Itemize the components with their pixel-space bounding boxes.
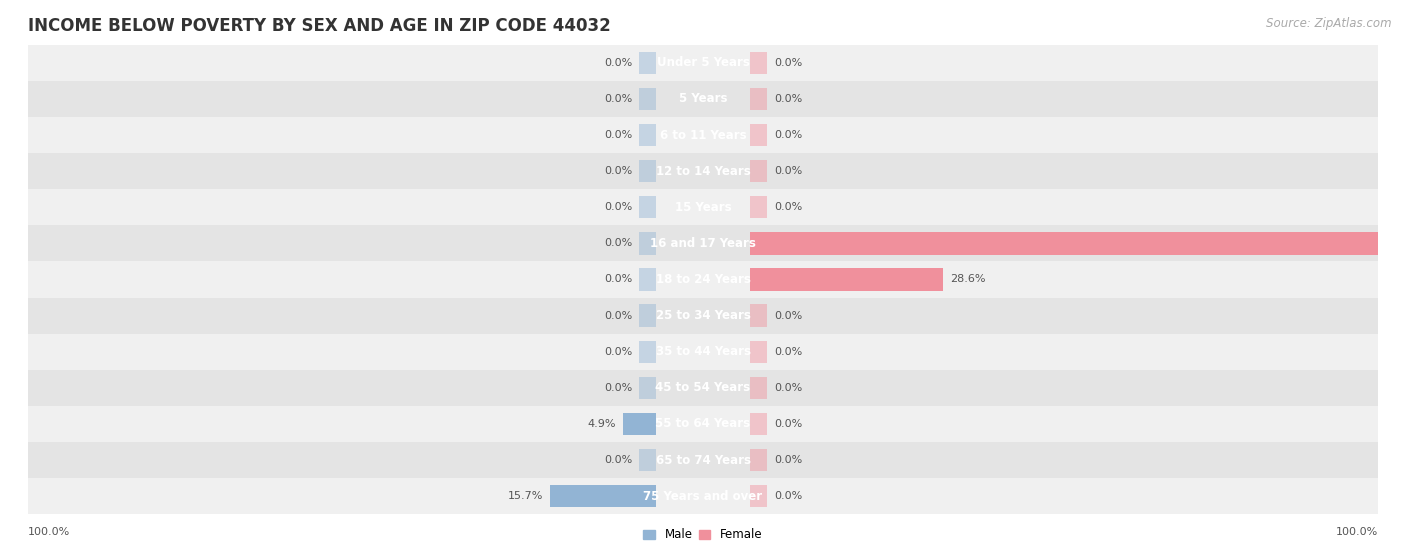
Text: 0.0%: 0.0% <box>773 419 801 429</box>
Text: 0.0%: 0.0% <box>605 347 633 357</box>
Bar <box>28 189 1378 225</box>
Bar <box>28 406 1378 442</box>
Text: 0.0%: 0.0% <box>605 455 633 465</box>
Text: 100.0%: 100.0% <box>28 527 70 537</box>
Text: 0.0%: 0.0% <box>605 166 633 176</box>
Bar <box>28 442 1378 478</box>
Bar <box>751 485 768 508</box>
Text: 0.0%: 0.0% <box>605 202 633 212</box>
Bar <box>28 153 1378 189</box>
Bar <box>751 449 768 471</box>
Bar <box>28 297 1378 334</box>
Text: 0.0%: 0.0% <box>773 383 801 393</box>
Bar <box>751 232 1406 254</box>
Text: INCOME BELOW POVERTY BY SEX AND AGE IN ZIP CODE 44032: INCOME BELOW POVERTY BY SEX AND AGE IN Z… <box>28 17 610 35</box>
Bar <box>638 413 655 435</box>
Text: 0.0%: 0.0% <box>605 130 633 140</box>
Text: 25 to 34 Years: 25 to 34 Years <box>655 309 751 322</box>
Text: 12 to 14 Years: 12 to 14 Years <box>655 165 751 178</box>
Bar <box>751 305 768 327</box>
Text: 0.0%: 0.0% <box>773 58 801 68</box>
Bar <box>751 88 768 110</box>
Bar <box>638 124 655 146</box>
Bar <box>751 377 768 399</box>
Bar <box>28 81 1378 117</box>
Text: 0.0%: 0.0% <box>605 383 633 393</box>
Bar <box>751 268 768 291</box>
Text: Under 5 Years: Under 5 Years <box>657 56 749 69</box>
Text: 0.0%: 0.0% <box>773 347 801 357</box>
Bar <box>28 117 1378 153</box>
Text: 65 to 74 Years: 65 to 74 Years <box>655 453 751 467</box>
Text: 0.0%: 0.0% <box>773 166 801 176</box>
Text: 16 and 17 Years: 16 and 17 Years <box>650 237 756 250</box>
Bar <box>638 232 655 254</box>
Text: 75 Years and over: 75 Years and over <box>644 490 762 503</box>
Bar <box>28 334 1378 370</box>
Text: Source: ZipAtlas.com: Source: ZipAtlas.com <box>1267 17 1392 30</box>
Bar <box>751 340 768 363</box>
Bar <box>751 268 943 291</box>
Bar <box>28 370 1378 406</box>
Text: 0.0%: 0.0% <box>773 94 801 104</box>
Bar <box>28 262 1378 297</box>
Text: 28.6%: 28.6% <box>950 274 986 285</box>
Bar <box>638 51 655 74</box>
Bar <box>623 413 655 435</box>
Bar <box>638 449 655 471</box>
Text: 6 to 11 Years: 6 to 11 Years <box>659 129 747 141</box>
Text: 0.0%: 0.0% <box>773 311 801 321</box>
Bar <box>751 232 768 254</box>
Text: 55 to 64 Years: 55 to 64 Years <box>655 418 751 430</box>
Bar <box>28 478 1378 514</box>
Text: 0.0%: 0.0% <box>605 58 633 68</box>
Text: 35 to 44 Years: 35 to 44 Years <box>655 345 751 358</box>
Bar <box>28 45 1378 81</box>
Text: 15.7%: 15.7% <box>508 491 543 501</box>
Text: 0.0%: 0.0% <box>773 455 801 465</box>
Bar <box>638 268 655 291</box>
Bar <box>751 413 768 435</box>
Legend: Male, Female: Male, Female <box>638 523 768 546</box>
Bar <box>638 196 655 219</box>
Text: 0.0%: 0.0% <box>605 238 633 248</box>
Bar <box>638 88 655 110</box>
Text: 0.0%: 0.0% <box>605 274 633 285</box>
Bar <box>638 485 655 508</box>
Bar <box>550 485 655 508</box>
Bar <box>28 225 1378 262</box>
Bar <box>638 340 655 363</box>
Text: 0.0%: 0.0% <box>605 94 633 104</box>
Text: 45 to 54 Years: 45 to 54 Years <box>655 381 751 394</box>
Text: 4.9%: 4.9% <box>588 419 616 429</box>
Bar <box>751 160 768 182</box>
Text: 5 Years: 5 Years <box>679 92 727 106</box>
Bar <box>751 196 768 219</box>
Bar <box>638 305 655 327</box>
Bar <box>638 160 655 182</box>
Text: 15 Years: 15 Years <box>675 201 731 214</box>
Text: 0.0%: 0.0% <box>773 491 801 501</box>
Bar <box>751 51 768 74</box>
Text: 0.0%: 0.0% <box>773 130 801 140</box>
Bar <box>751 124 768 146</box>
Bar <box>638 377 655 399</box>
Text: 100.0%: 100.0% <box>1336 527 1378 537</box>
Text: 0.0%: 0.0% <box>773 202 801 212</box>
Text: 0.0%: 0.0% <box>605 311 633 321</box>
Text: 18 to 24 Years: 18 to 24 Years <box>655 273 751 286</box>
